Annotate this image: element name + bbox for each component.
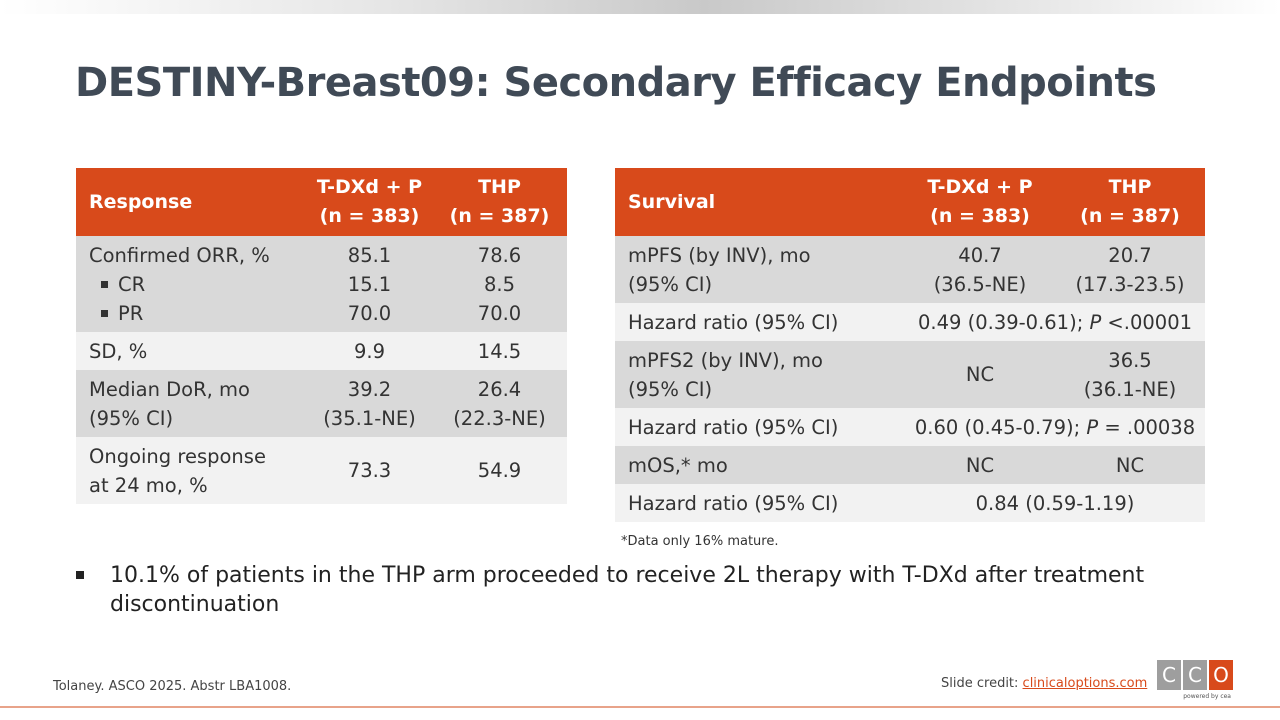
- header-tdxd: T-DXd + P (n = 383): [307, 168, 432, 236]
- row-label-mpfs2: mPFS2 (by INV), mo (95% CI): [615, 341, 905, 408]
- table-row: mPFS (by INV), mo (95% CI) 40.7 (36.5-NE) …: [615, 236, 1205, 303]
- logo-letter: C: [1157, 660, 1181, 690]
- header-tdxd: T-DXd + P (n = 383): [905, 168, 1055, 236]
- survival-table: Survival T-DXd + P (n = 383) THP (n = 387)…: [615, 168, 1205, 522]
- table-row: Hazard ratio (95% CI) 0.60 (0.45-0.79); …: [615, 408, 1205, 446]
- row-label-orr: Confirmed ORR, % CR PR: [76, 236, 307, 332]
- cell-mpfs-tdxd: 40.7 (36.5-NE): [905, 236, 1055, 303]
- cell-dor-thp: 26.4 (22.3-NE): [432, 370, 567, 437]
- logo-letter: O: [1209, 660, 1233, 690]
- row-label-sd: SD, %: [76, 332, 307, 370]
- bullet-text: 10.1% of patients in the THP arm proceed…: [110, 563, 1145, 617]
- cell-hr2: 0.60 (0.45-0.79); P = .00038: [905, 408, 1205, 446]
- cell-sd-tdxd: 9.9: [307, 332, 432, 370]
- slide-title: DESTINY-Breast09: Secondary Efficacy End…: [75, 60, 1157, 106]
- row-label-mos: mOS,* mo: [615, 446, 905, 484]
- table-row: Hazard ratio (95% CI) 0.49 (0.39-0.61); …: [615, 303, 1205, 341]
- bullet-point: 10.1% of patients in the THP arm proceed…: [76, 561, 1196, 619]
- cell-mos-tdxd: NC: [905, 446, 1055, 484]
- response-table-header: Response T-DXd + P (n = 383) THP (n = 387): [76, 168, 567, 236]
- table-row: SD, % 9.9 14.5: [76, 332, 567, 370]
- table-row: Confirmed ORR, % CR PR 85.1 15.1 70.0 78…: [76, 236, 567, 332]
- square-bullet-icon: [76, 571, 84, 579]
- top-gradient-bar: [0, 0, 1280, 14]
- bottom-divider: [0, 706, 1280, 708]
- row-label-ongoing: Ongoing response at 24 mo, %: [76, 437, 307, 504]
- square-bullet-icon: [101, 309, 108, 317]
- table-row: mOS,* mo NC NC: [615, 446, 1205, 484]
- square-bullet-icon: [101, 280, 108, 288]
- cell-ongoing-thp: 54.9: [432, 437, 567, 504]
- footnote: *Data only 16% mature.: [621, 534, 779, 549]
- header-response: Response: [76, 168, 307, 236]
- cell-ongoing-tdxd: 73.3: [307, 437, 432, 504]
- cell-mos-thp: NC: [1055, 446, 1205, 484]
- cell-orr-thp: 78.6 8.5 70.0: [432, 236, 567, 332]
- row-label-hr2: Hazard ratio (95% CI): [615, 408, 905, 446]
- row-label-hr3: Hazard ratio (95% CI): [615, 484, 905, 522]
- header-thp: THP (n = 387): [432, 168, 567, 236]
- logo-tagline: powered by cea: [1183, 693, 1231, 700]
- row-label-mpfs: mPFS (by INV), mo (95% CI): [615, 236, 905, 303]
- cell-hr1: 0.49 (0.39-0.61); P <.00001: [905, 303, 1205, 341]
- header-survival: Survival: [615, 168, 905, 236]
- cell-orr-tdxd: 85.1 15.1 70.0: [307, 236, 432, 332]
- cell-hr3: 0.84 (0.59-1.19): [905, 484, 1205, 522]
- header-thp: THP (n = 387): [1055, 168, 1205, 236]
- slide-credit: Slide credit: clinicaloptions.com: [941, 676, 1148, 691]
- table-row: Hazard ratio (95% CI) 0.84 (0.59-1.19): [615, 484, 1205, 522]
- cco-logo: C C O powered by cea: [1157, 660, 1233, 706]
- cell-mpfs2-thp: 36.5 (36.1-NE): [1055, 341, 1205, 408]
- table-row: Median DoR, mo (95% CI) 39.2 (35.1-NE) 26.…: [76, 370, 567, 437]
- response-table: Response T-DXd + P (n = 383) THP (n = 387)…: [76, 168, 567, 504]
- survival-table-header: Survival T-DXd + P (n = 383) THP (n = 387): [615, 168, 1205, 236]
- cell-mpfs-thp: 20.7 (17.3-23.5): [1055, 236, 1205, 303]
- citation: Tolaney. ASCO 2025. Abstr LBA1008.: [53, 679, 292, 694]
- cell-dor-tdxd: 39.2 (35.1-NE): [307, 370, 432, 437]
- row-label-hr1: Hazard ratio (95% CI): [615, 303, 905, 341]
- credit-link[interactable]: clinicaloptions.com: [1022, 676, 1148, 691]
- row-label-dor: Median DoR, mo (95% CI): [76, 370, 307, 437]
- table-row: Ongoing response at 24 mo, % 73.3 54.9: [76, 437, 567, 504]
- logo-letter: C: [1183, 660, 1207, 690]
- table-row: mPFS2 (by INV), mo (95% CI) NC 36.5 (36.1-…: [615, 341, 1205, 408]
- cell-sd-thp: 14.5: [432, 332, 567, 370]
- cell-mpfs2-tdxd: NC: [905, 341, 1055, 408]
